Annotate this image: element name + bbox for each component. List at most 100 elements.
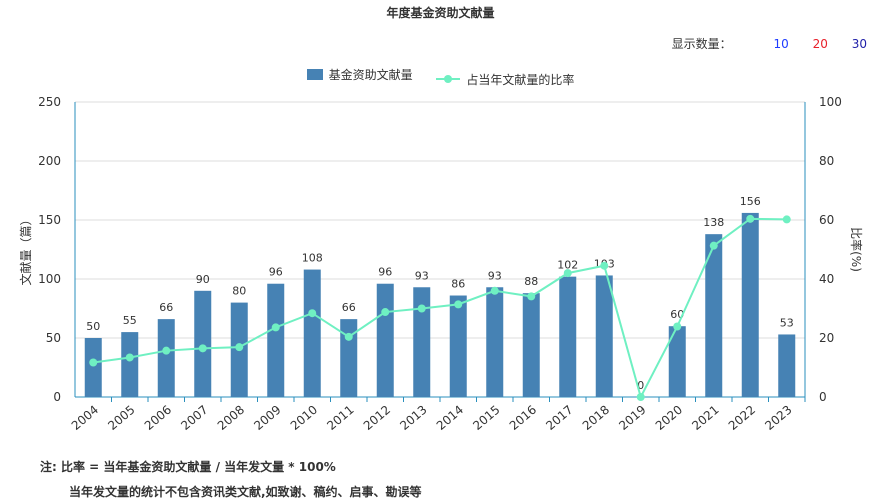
bar-value-label: 96 (378, 266, 392, 279)
bar (741, 212, 759, 397)
bar-value-label: 138 (703, 216, 724, 229)
bar (340, 319, 358, 397)
x-tick-label: 2005 (105, 403, 137, 433)
x-tick-label: 2017 (543, 403, 575, 433)
y-tick-label: 0 (53, 390, 61, 404)
ratio-point (125, 353, 134, 362)
ratio-point (746, 214, 755, 223)
ratio-point (271, 323, 280, 332)
x-tick-label: 2014 (434, 403, 466, 433)
bar (157, 319, 175, 397)
bar-value-label: 55 (123, 314, 137, 327)
x-tick-label: 2016 (507, 403, 539, 433)
ratio-line (93, 217, 787, 400)
bar-value-label: 156 (740, 195, 761, 208)
note-ratio-formula: 注: 比率 = 当年基金资助文献量 / 当年发文量 * 100% (40, 460, 336, 474)
bar-value-label: 80 (232, 285, 246, 298)
legend-bar-label: 基金资助文献量 (328, 68, 413, 82)
legend-line-swatch (436, 75, 461, 83)
ratio-point (563, 269, 572, 278)
bar (413, 287, 431, 397)
bar (705, 234, 723, 397)
ratio-point (454, 300, 463, 309)
y-axis-title: 文献量（篇） (18, 213, 33, 285)
ratio-point (490, 286, 499, 295)
bar (267, 283, 285, 397)
y-tick-label: 50 (46, 331, 61, 345)
x-tick-label: 2021 (689, 403, 721, 433)
x-tick-label: 2008 (215, 403, 247, 433)
legend-bar-swatch (306, 69, 323, 80)
x-tick-label: 2006 (142, 403, 174, 433)
y-tick-label: 200 (38, 154, 61, 168)
x-tick-label: 2007 (178, 403, 210, 433)
x-tick-label: 2010 (288, 403, 320, 433)
bar-value-label: 88 (524, 275, 538, 288)
legend-item-line[interactable]: 占当年文献量的比率 (436, 71, 574, 88)
bar (668, 326, 686, 397)
bar-value-label: 53 (780, 316, 794, 329)
ratio-point (709, 241, 718, 250)
bar-value-label: 0 (637, 379, 644, 392)
ratio-point (381, 308, 390, 317)
ratio-point (89, 358, 98, 367)
ratio-point (527, 292, 536, 301)
bar-value-label: 93 (415, 269, 429, 282)
bar (486, 287, 504, 397)
display-count-option-10[interactable]: 10 (773, 37, 789, 51)
chart-title: 年度基金资助文献量 (386, 6, 495, 20)
y-right-tick-label: 60 (819, 213, 834, 227)
ratio-point (782, 215, 791, 224)
x-tick-label: 2019 (616, 403, 648, 433)
legend-line-label: 占当年文献量的比率 (466, 72, 575, 87)
y-right-axis-title: 比率(%) (849, 227, 864, 272)
bar (522, 293, 540, 397)
x-tick-label: 2013 (397, 403, 429, 433)
y-tick-label: 150 (38, 213, 61, 227)
bar-value-label: 90 (196, 273, 210, 286)
bar-value-label: 66 (342, 301, 356, 314)
ratio-point (636, 393, 645, 401)
y-tick-label: 250 (38, 95, 61, 109)
ratio-point (198, 344, 207, 353)
ratio-point (235, 343, 244, 352)
display-count-selector: 显示数量： 10 20 30 (672, 35, 867, 52)
y-right-tick-label: 40 (819, 272, 834, 286)
bar (194, 290, 212, 397)
legend-item-bar[interactable]: 基金资助文献量 (306, 66, 413, 83)
bar (559, 276, 577, 397)
y-right-tick-label: 20 (819, 331, 834, 345)
y-right-tick-label: 80 (819, 154, 834, 168)
x-tick-label: 2004 (69, 403, 101, 433)
x-tick-label: 2023 (762, 403, 794, 433)
chart-notes: 注: 比率 = 当年基金资助文献量 / 当年发文量 * 100% 当年发文量的统… (40, 458, 422, 500)
y-right-tick-label: 0 (819, 390, 827, 404)
ratio-point (162, 346, 171, 355)
x-tick-label: 2020 (653, 403, 685, 433)
bar-value-label: 102 (557, 259, 578, 272)
y-tick-label: 100 (38, 272, 61, 286)
ratio-point (417, 304, 426, 313)
x-tick-label: 2015 (470, 403, 502, 433)
bar (121, 332, 139, 397)
ratio-point (308, 309, 317, 318)
ratio-point (344, 332, 353, 341)
note-count-exclusion: 当年发文量的统计不包含资讯类文献,如致谢、稿约、启事、勘误等 (69, 485, 422, 499)
ratio-point (600, 261, 609, 270)
x-tick-label: 2012 (361, 403, 393, 433)
x-tick-label: 2018 (580, 403, 612, 433)
bar-value-label: 50 (86, 320, 100, 333)
display-count-option-20[interactable]: 20 (812, 37, 828, 51)
bar (595, 275, 613, 397)
x-tick-label: 2022 (726, 403, 758, 433)
bar (303, 269, 321, 397)
bar-value-label: 108 (302, 252, 323, 265)
bar-value-label: 86 (451, 278, 465, 291)
x-tick-label: 2009 (251, 403, 283, 433)
bar (449, 295, 467, 397)
x-tick-label: 2011 (324, 403, 356, 433)
chart-legend: 基金资助文献量 占当年文献量的比率 (0, 66, 881, 88)
bar-value-label: 96 (269, 266, 283, 279)
display-count-option-30[interactable]: 30 (851, 37, 867, 51)
